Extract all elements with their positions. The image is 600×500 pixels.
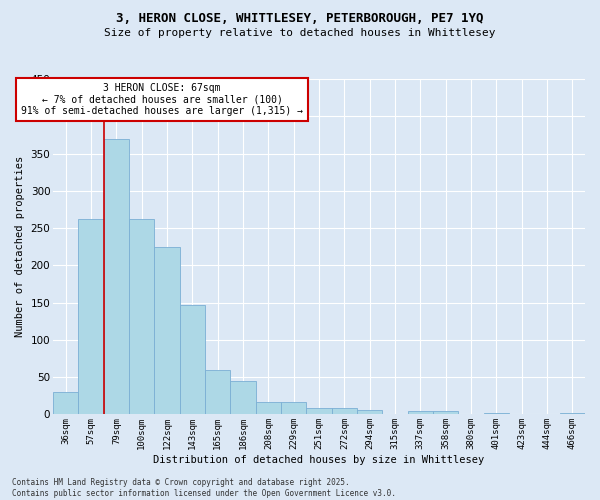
Bar	[53, 392, 79, 414]
Bar	[307, 408, 332, 414]
Bar	[154, 246, 180, 414]
Bar	[281, 402, 307, 414]
Text: 3 HERON CLOSE: 67sqm
← 7% of detached houses are smaller (100)
91% of semi-detac: 3 HERON CLOSE: 67sqm ← 7% of detached ho…	[21, 84, 303, 116]
Bar	[104, 138, 129, 414]
Bar	[433, 410, 458, 414]
Bar	[357, 410, 382, 414]
Y-axis label: Number of detached properties: Number of detached properties	[15, 156, 25, 338]
Text: Contains HM Land Registry data © Crown copyright and database right 2025.
Contai: Contains HM Land Registry data © Crown c…	[12, 478, 396, 498]
Bar	[484, 413, 509, 414]
Bar	[560, 413, 585, 414]
Bar	[332, 408, 357, 414]
Bar	[256, 402, 281, 414]
X-axis label: Distribution of detached houses by size in Whittlesey: Distribution of detached houses by size …	[154, 455, 485, 465]
Bar	[407, 410, 433, 414]
Bar	[205, 370, 230, 414]
Bar	[79, 219, 104, 414]
Text: 3, HERON CLOSE, WHITTLESEY, PETERBOROUGH, PE7 1YQ: 3, HERON CLOSE, WHITTLESEY, PETERBOROUGH…	[116, 12, 484, 26]
Text: Size of property relative to detached houses in Whittlesey: Size of property relative to detached ho…	[104, 28, 496, 38]
Bar	[230, 381, 256, 414]
Bar	[180, 305, 205, 414]
Bar	[129, 219, 154, 414]
